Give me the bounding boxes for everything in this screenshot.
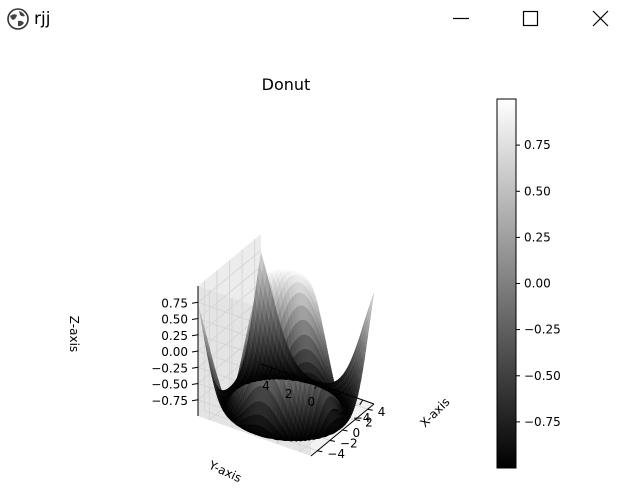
z-tick: [191, 350, 199, 353]
y-tick-label: 2: [285, 387, 293, 401]
colorbar-tick-label: −0.25: [524, 323, 561, 337]
z-tick: [191, 383, 199, 385]
x-tick-label: −4: [327, 447, 345, 461]
minimize-icon: [453, 17, 469, 20]
x-tick-label: 2: [365, 416, 373, 430]
x-tick: [329, 439, 335, 442]
colorbar-gradient: [496, 98, 517, 469]
axes-lines: [191, 286, 375, 457]
window-title: rjj: [34, 9, 51, 29]
close-icon: [592, 10, 609, 27]
z-tick: [191, 399, 199, 402]
x-axis-label: X-axis: [417, 395, 452, 430]
maximize-button[interactable]: [507, 0, 553, 38]
x-tick-label: 0: [353, 426, 361, 440]
z-tick: [191, 366, 199, 369]
y-tick-label: −4: [353, 411, 371, 425]
colorbar-tick-label: −0.50: [524, 369, 561, 383]
grid-line: [197, 282, 262, 336]
z-tick: [191, 301, 199, 304]
z-tick-label: −0.25: [151, 361, 188, 375]
z-tick-label: 0.00: [161, 345, 188, 359]
y-tick: [268, 367, 273, 374]
surface-patch: [369, 292, 375, 312]
minimize-button[interactable]: [438, 0, 484, 38]
y-tick-label: −2: [330, 403, 348, 417]
x-tick-label: −2: [340, 436, 358, 450]
y-tick: [359, 399, 364, 406]
grid-line: [197, 249, 262, 303]
close-button[interactable]: [577, 0, 621, 38]
colorbar-tick-label: −0.75: [524, 415, 561, 429]
z-tick-label: 0.25: [161, 329, 188, 343]
grid-line: [197, 266, 262, 319]
colorbar: 0.75 0.50 0.25 0.00 −0.25 −0.50 −0.75: [496, 98, 561, 469]
z-tick-label: 0.50: [161, 313, 188, 327]
grid-line: [197, 298, 262, 352]
x-tick: [355, 419, 361, 422]
colorbar-tick-label: 0.50: [524, 184, 551, 198]
y-tick: [291, 375, 296, 382]
surface-mesh: [197, 252, 375, 442]
colorbar-tick-label: 0.25: [524, 230, 551, 244]
colorbar-tick-label: 0.75: [524, 138, 551, 152]
x-tick: [317, 450, 323, 453]
chart-title: Donut: [261, 75, 311, 94]
z-tick-label: −0.50: [151, 378, 188, 392]
z-tick: [191, 318, 199, 320]
x-tick: [342, 429, 348, 432]
x-tick: [367, 408, 373, 411]
y-tick-label: 4: [262, 379, 270, 393]
z-tick: [191, 334, 199, 337]
app-globe-icon: [6, 7, 30, 31]
y-tick-label: 0: [308, 395, 316, 409]
window-titlebar: rjj: [0, 0, 621, 38]
z-tick-label: 0.75: [161, 296, 188, 310]
y-tick: [336, 391, 341, 398]
y-axis-label: Y-axis: [206, 458, 244, 486]
colorbar-tick-label: 0.00: [524, 277, 551, 291]
z-tick-label: −0.75: [151, 394, 188, 408]
maximize-icon: [522, 10, 539, 27]
z-axis-label: Z-axis: [67, 316, 81, 352]
y-tick: [314, 383, 318, 390]
x-tick-label: 4: [378, 405, 386, 419]
